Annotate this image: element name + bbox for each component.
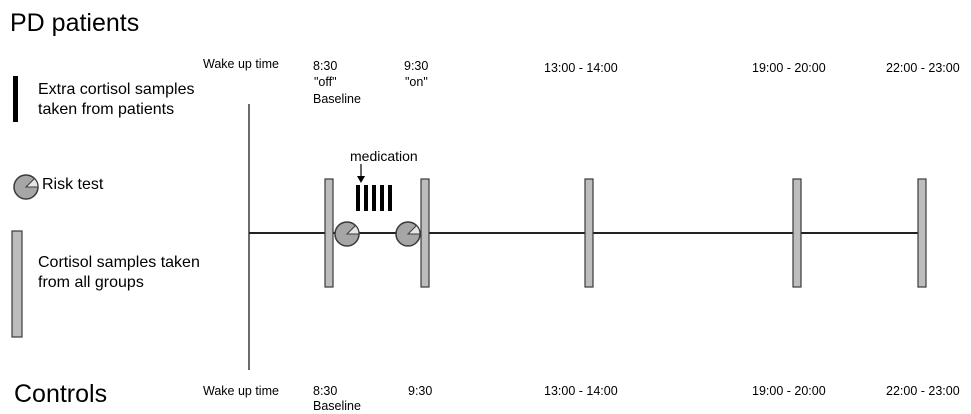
risk-test-pie-0930 xyxy=(395,221,421,247)
controls-time-1300: 13:00 - 14:00 xyxy=(544,384,618,398)
controls-time-0930: 9:30 xyxy=(408,384,433,398)
extra-patient-sample-bars xyxy=(356,185,392,211)
controls-time-1900: 19:00 - 20:00 xyxy=(752,384,826,398)
controls-time-2200: 22:00 - 23:00 xyxy=(886,384,960,398)
pd-status-off: "off" xyxy=(314,75,337,89)
sample-bar-1300 xyxy=(584,178,594,288)
medication-label: medication xyxy=(350,148,418,164)
legend-risk-test-text: Risk test xyxy=(42,176,104,193)
pd-time-0830: 8:30 xyxy=(313,59,338,73)
controls-title: Controls xyxy=(14,380,108,408)
pd-wake-up-label: Wake up time xyxy=(203,57,279,71)
controls-time-0830: 8:30 xyxy=(313,384,338,398)
sample-bar-1900 xyxy=(792,178,802,288)
extra-sample-bar xyxy=(380,185,384,211)
extra-sample-bar xyxy=(372,185,376,211)
medication-arrow xyxy=(357,164,365,183)
sample-bar-0830 xyxy=(324,178,334,288)
pd-time-1300: 13:00 - 14:00 xyxy=(544,61,618,75)
legend-all-samples-text: Cortisol samples taken from all groups xyxy=(38,254,200,291)
pd-time-0930: 9:30 xyxy=(404,59,429,73)
extra-sample-bar xyxy=(388,185,392,211)
legend-extra-sample-bar xyxy=(13,76,18,122)
pd-time-2200: 22:00 - 23:00 xyxy=(886,61,960,75)
controls-wake-up-label: Wake up time xyxy=(203,384,279,398)
legend-cortisol-sample-bar xyxy=(11,230,23,338)
controls-baseline-label: Baseline xyxy=(313,399,361,413)
sample-bar-2200 xyxy=(917,178,927,288)
pd-baseline-label: Baseline xyxy=(313,92,361,106)
sample-bar-0930 xyxy=(420,178,430,288)
risk-test-pie-0830 xyxy=(334,221,360,247)
extra-sample-bar xyxy=(364,185,368,211)
pd-status-on: "on" xyxy=(405,75,428,89)
pd-patients-title: PD patients xyxy=(10,9,140,37)
extra-sample-bar xyxy=(356,185,360,211)
legend-risk-test-icon xyxy=(13,174,39,200)
pd-time-1900: 19:00 - 20:00 xyxy=(752,61,826,75)
legend-extra-samples-text: Extra cortisol samples taken from patien… xyxy=(38,81,195,118)
